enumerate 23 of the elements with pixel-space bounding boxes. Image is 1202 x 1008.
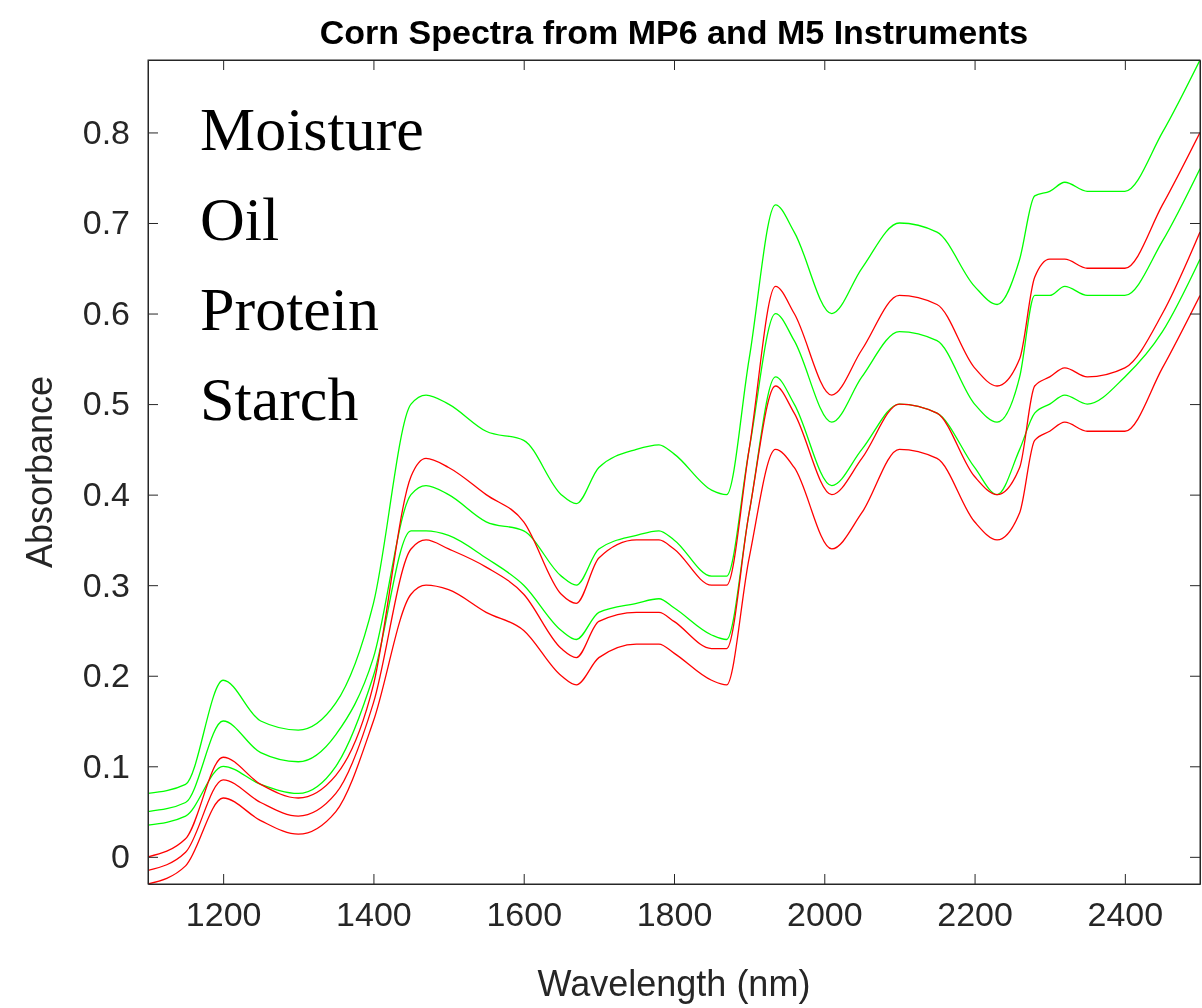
annotation: Protein bbox=[200, 275, 380, 343]
y-tick-label: 0.1 bbox=[82, 746, 130, 785]
y-tick-label: 0.5 bbox=[82, 384, 130, 423]
y-tick-label: 0.2 bbox=[82, 656, 130, 695]
x-tick-label: 1800 bbox=[636, 895, 713, 934]
chart-title: Corn Spectra from MP6 and M5 Instruments bbox=[319, 13, 1029, 51]
x-tick-label: 2000 bbox=[786, 895, 863, 934]
y-tick-label: 0 bbox=[111, 837, 130, 876]
y-tick-label: 0.8 bbox=[82, 112, 130, 151]
annotation: Moisture bbox=[200, 95, 424, 163]
y-tick-label: 0.7 bbox=[82, 203, 130, 242]
x-axis-title: Wavelength (nm) bbox=[537, 963, 811, 1004]
annotation: Starch bbox=[200, 365, 359, 433]
x-tick-label: 1400 bbox=[336, 895, 412, 934]
x-tick-label: 1200 bbox=[185, 895, 262, 934]
y-tick-label: 0.3 bbox=[82, 565, 130, 604]
x-tick-label: 1600 bbox=[486, 895, 563, 934]
y-axis-title: Absorbance bbox=[19, 375, 60, 569]
x-tick-label: 2200 bbox=[937, 895, 1013, 934]
annotation: Oil bbox=[200, 185, 280, 253]
x-tick-label: 2400 bbox=[1087, 895, 1164, 934]
y-tick-label: 0.6 bbox=[82, 293, 130, 332]
y-tick-label: 0.4 bbox=[82, 475, 130, 514]
